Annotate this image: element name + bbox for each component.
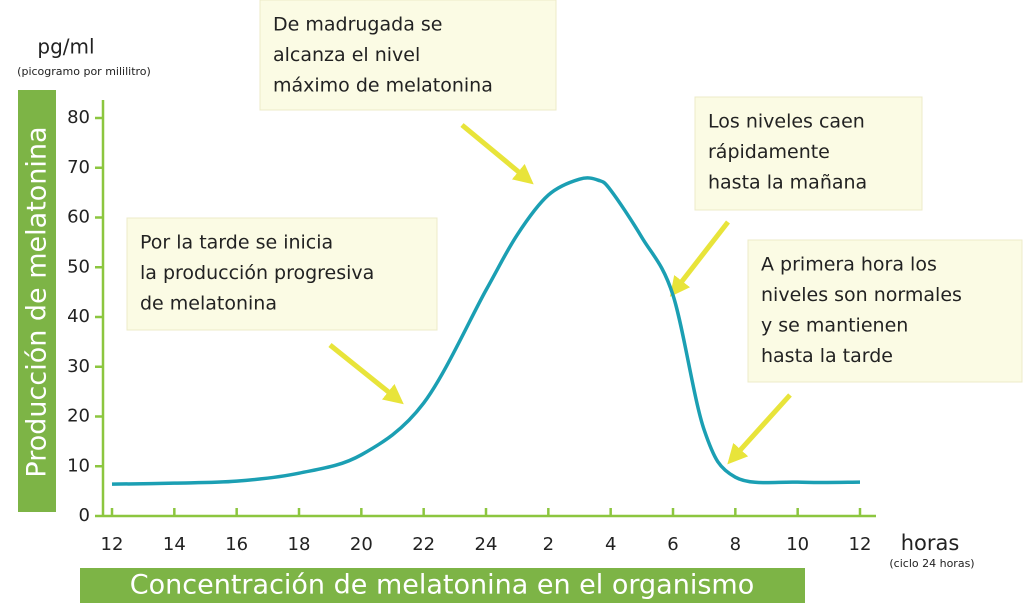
annotation-box (694, 96, 923, 211)
x-tick-label: 16 (225, 534, 248, 555)
annotation-box (259, 0, 557, 111)
x-tick-label: 14 (163, 534, 186, 555)
y-title-box (18, 90, 56, 512)
x-tick-label: 24 (475, 534, 498, 555)
annotation-text: Por la tarde se inicia (140, 232, 333, 254)
chart-title: Concentración de melatonina en el organi… (130, 570, 754, 601)
y-tick-label: 40 (67, 306, 90, 327)
annotation-text: de melatonina (140, 293, 277, 315)
y-unit: pg/ml (37, 35, 94, 59)
y-tick-label: 60 (67, 207, 90, 228)
x-tick-label: 12 (849, 534, 872, 555)
arrow (727, 393, 792, 465)
annotation-text: A primera hora los (761, 254, 937, 276)
y-tick-label: 70 (67, 157, 90, 178)
annotation-text: la producción progresiva (140, 262, 374, 284)
y-tick-label: 0 (79, 505, 90, 526)
x-title: horas (901, 531, 960, 555)
annotation-box (747, 239, 1023, 383)
y-tick-label: 10 (67, 455, 90, 476)
annotation-text: niveles son normales (761, 284, 962, 306)
x-tick-label: 20 (350, 534, 373, 555)
annotation-text: hasta la mañana (708, 172, 867, 194)
arrow (460, 123, 534, 185)
x-tick-label: 2 (543, 534, 554, 555)
arrow (669, 220, 730, 297)
x-tick-label: 12 (101, 534, 124, 555)
y-tick-label: 50 (67, 256, 90, 277)
y-tick-label: 20 (67, 406, 90, 427)
y-tick-label: 30 (67, 356, 90, 377)
annotation-text: De madrugada se (273, 14, 442, 36)
arrow (328, 343, 404, 405)
title-box (80, 568, 805, 603)
x-tick-label: 18 (288, 534, 311, 555)
y-title: Producción de melatonina (22, 126, 53, 477)
annotation-box (126, 217, 438, 331)
annotation-text: hasta la tarde (761, 345, 893, 367)
annotation-text: y se mantienen (761, 315, 908, 337)
x-tick-label: 4 (605, 534, 616, 555)
x-tick-label: 22 (412, 534, 435, 555)
y-tick-label: 80 (67, 107, 90, 128)
x-tick-label: 6 (667, 534, 678, 555)
annotation-text: máximo de melatonina (273, 75, 493, 97)
y-unit-note: (picogramo por mililitro) (17, 65, 151, 78)
x-tick-label: 8 (730, 534, 741, 555)
annotation-text: alcanza el nivel (273, 44, 420, 66)
annotation-text: Los niveles caen (708, 111, 865, 133)
annotation-text: rápidamente (708, 141, 830, 163)
x-tick-label: 10 (786, 534, 809, 555)
line (111, 176, 861, 486)
x-title-note: (ciclo 24 horas) (889, 557, 974, 570)
